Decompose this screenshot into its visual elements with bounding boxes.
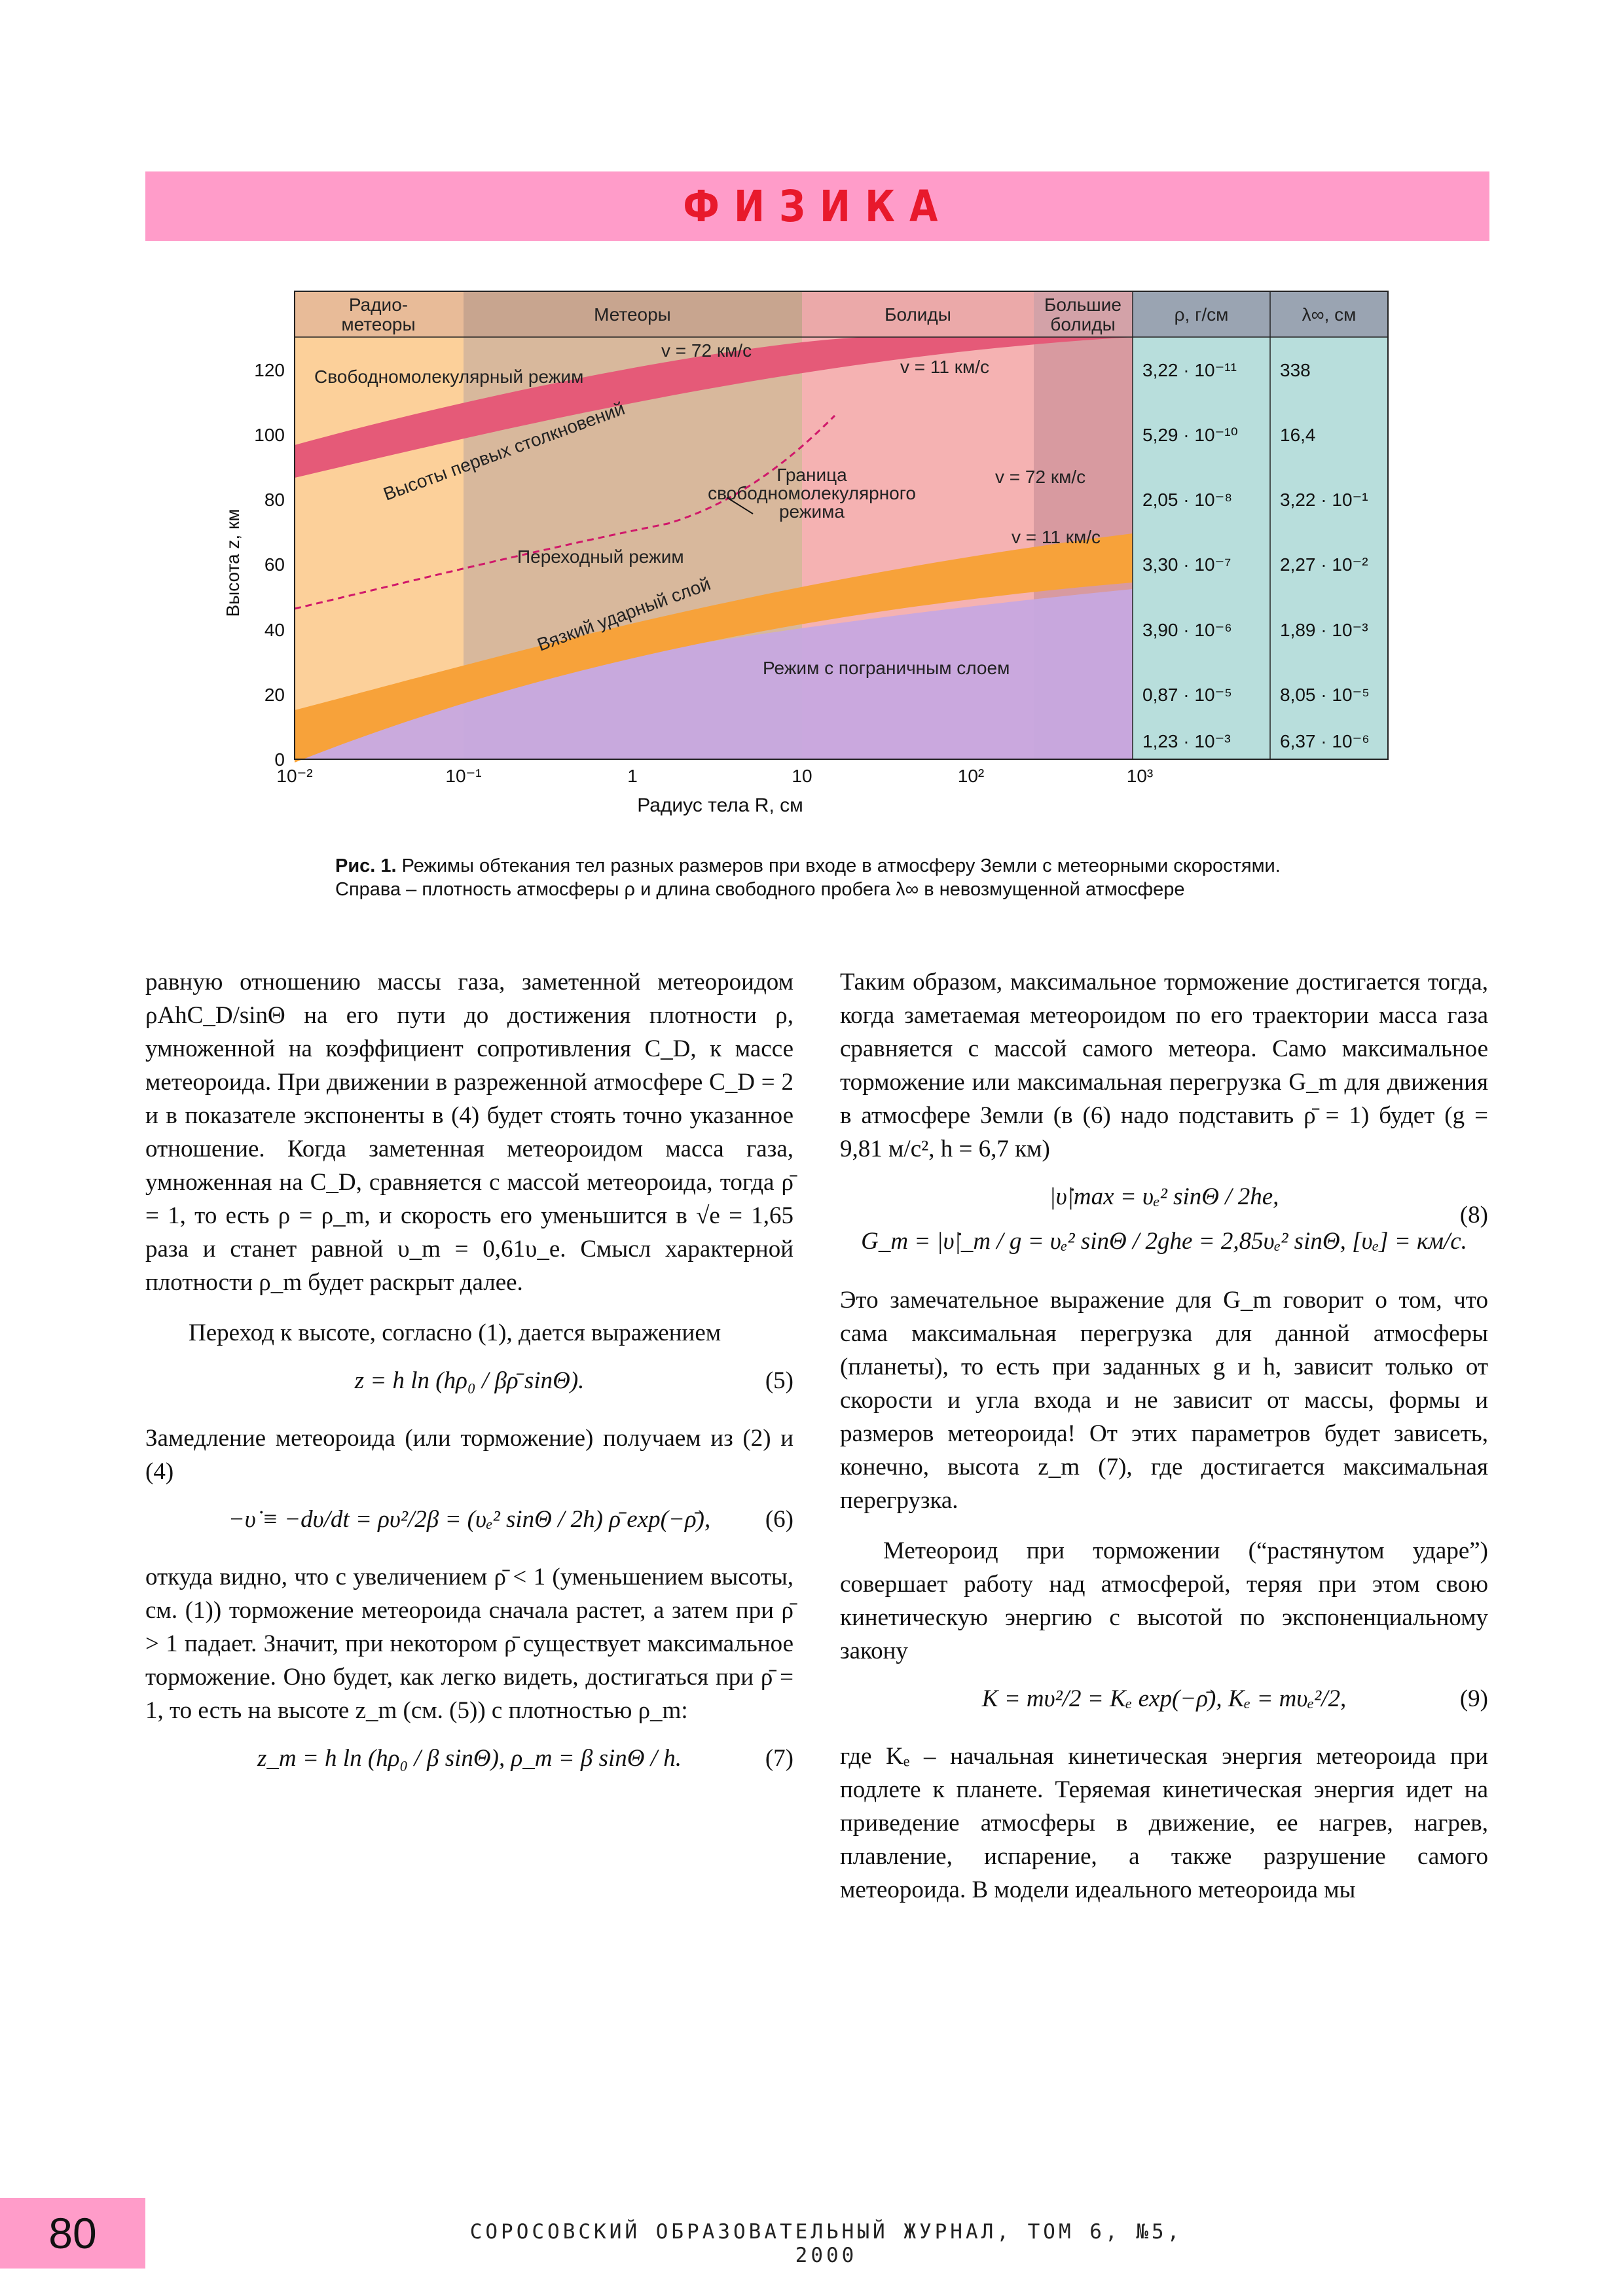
equation-8a: |υ̇|max = υₑ² sinΘ / 2he,	[840, 1166, 1488, 1225]
header-density: ρ, г/см	[1175, 304, 1229, 325]
header-radio-2: метеоры	[341, 314, 415, 334]
paragraph: Переход к высоте, согласно (1), дается в…	[189, 1319, 721, 1346]
free-path-value: 8,05 · 10⁻⁵	[1280, 685, 1370, 705]
y-tick-20: 20	[264, 685, 285, 705]
regime-diagram: 0 20 40 60 80 100 120 Высота z, км 10⁻² …	[223, 291, 1389, 816]
equation: −υ̇ ≡ −dυ/dt = ρυ²/2β = (υₑ² sinΘ / 2h) …	[228, 1506, 711, 1533]
free-path-value: 2,27 · 10⁻²	[1280, 554, 1368, 575]
y-tick-120: 120	[254, 360, 285, 380]
x-tick-1e-2: 10⁻²	[276, 766, 312, 786]
free-path-table	[1270, 337, 1388, 759]
free-path-value: 1,89 · 10⁻³	[1280, 620, 1368, 640]
equation-number: (7)	[765, 1745, 793, 1772]
paragraph: где Kₑ – начальная кинетическая энергия …	[840, 1743, 1488, 1903]
y-tick-80: 80	[264, 490, 285, 510]
section-title: ФИЗИКА	[682, 181, 953, 232]
equation: K = mυ²/2 = Kₑ exp(−ρ̄), Kₑ = mυₑ²/2,	[981, 1685, 1347, 1712]
label-v11-top: v = 11 км/с	[900, 357, 989, 377]
density-value: 3,30 · 10⁻⁷	[1142, 554, 1231, 575]
label-v72-right: v = 72 км/с	[995, 467, 1085, 487]
density-value: 3,90 · 10⁻⁶	[1142, 620, 1232, 640]
x-tick-1e2: 10²	[958, 766, 984, 786]
free-path-value: 338	[1280, 360, 1311, 380]
y-tick-0: 0	[274, 749, 285, 770]
free-path-value: 3,22 · 10⁻¹	[1280, 490, 1368, 510]
header-radio-1: Радио-	[349, 295, 408, 315]
x-tick-10: 10	[792, 766, 812, 786]
y-tick-60: 60	[264, 554, 285, 575]
header-large-bolides-1: Большие	[1044, 295, 1122, 315]
label-boundary-3: режима	[779, 501, 845, 522]
header-large-bolides-2: болиды	[1050, 314, 1115, 334]
left-column: равную отношению массы газа, заметенной …	[145, 965, 793, 1799]
journal-footer: СОРОСОВСКИЙ ОБРАЗОВАТЕЛЬНЫЙ ЖУРНАЛ, ТОМ …	[469, 2220, 1183, 2267]
equation-number: (9)	[1459, 1685, 1488, 1712]
first-collision-band	[295, 337, 1133, 478]
label-boundary-2: свободномолекулярного	[708, 483, 916, 503]
equation-8b: G_m = |υ̇|_m / g = υₑ² sinΘ / 2ghe = 2,8…	[840, 1202, 1488, 1283]
free-path-value: 6,37 · 10⁻⁶	[1280, 731, 1370, 751]
label-v72-top: v = 72 км/с	[661, 340, 752, 361]
density-value: 0,87 · 10⁻⁵	[1142, 685, 1232, 705]
equation-5: z = h ln (hρ₀ / βρ̄ sinΘ). (5)	[145, 1350, 793, 1422]
label-transitional: Переходный режим	[517, 547, 684, 567]
density-value: 2,05 · 10⁻⁸	[1142, 490, 1232, 510]
equation-6: −υ̇ ≡ −dυ/dt = ρυ²/2β = (υₑ² sinΘ / 2h) …	[145, 1488, 793, 1560]
header-bolides: Болиды	[884, 304, 951, 325]
paragraph: Таким образом, максимальное торможение д…	[840, 969, 1488, 1162]
equation-9: K = mυ²/2 = Kₑ exp(−ρ̄), Kₑ = mυₑ²/2, (9…	[840, 1668, 1488, 1740]
header-meteors: Метеоры	[594, 304, 671, 325]
paragraph: Метеороид при торможении (“растянутом уд…	[840, 1537, 1488, 1664]
equation: z_m = h ln (hρ₀ / β sinΘ), ρ_m = β sinΘ …	[257, 1745, 682, 1772]
figure-caption: Рис. 1. Режимы обтекания тел разных разм…	[335, 854, 1304, 901]
label-v11-right: v = 11 км/с	[1012, 527, 1101, 547]
x-tick-1e3: 10³	[1127, 766, 1153, 786]
section-header-band: ФИЗИКА	[145, 171, 1489, 241]
page-number-box: 80	[0, 2198, 145, 2269]
density-value: 5,29 · 10⁻¹⁰	[1142, 425, 1238, 445]
label-boundary-1: Граница	[776, 465, 847, 485]
page-number: 80	[48, 2209, 97, 2257]
caption-text: Режимы обтекания тел разных размеров при…	[335, 855, 1281, 900]
paragraph: Замедление метеороида (или торможение) п…	[145, 1425, 793, 1485]
x-tick-1: 1	[627, 766, 638, 786]
label-boundary-layer: Режим с пограничным слоем	[763, 658, 1010, 678]
equation-number: (8)	[1459, 1202, 1488, 1229]
free-molecular-boundary	[294, 414, 836, 610]
header-free-path: λ∞, см	[1302, 304, 1357, 325]
density-table	[1133, 337, 1270, 759]
x-axis-label: Радиус тела R, см	[637, 795, 803, 816]
equation-7: z_m = h ln (hρ₀ / β sinΘ), ρ_m = β sinΘ …	[145, 1727, 793, 1799]
label-free-molecular: Свободномолекулярный режим	[314, 367, 583, 387]
free-path-value: 16,4	[1280, 425, 1316, 445]
y-tick-40: 40	[264, 620, 285, 640]
paragraph: откуда видно, что с увеличением ρ̄ < 1 (…	[145, 1564, 793, 1724]
paragraph: равную отношению массы газа, заметенной …	[145, 969, 793, 1296]
viscous-shock-band	[295, 533, 1133, 762]
boundary-layer-region	[295, 589, 1133, 759]
equation: G_m = |υ̇|_m / g = υₑ² sinΘ / 2ghe = 2,8…	[861, 1228, 1467, 1255]
density-value: 3,22 · 10⁻¹¹	[1142, 360, 1237, 380]
equation: z = h ln (hρ₀ / βρ̄ sinΘ).	[354, 1367, 585, 1394]
equation: |υ̇|max = υₑ² sinΘ / 2he,	[1049, 1183, 1279, 1210]
right-column: Таким образом, максимальное торможение д…	[840, 965, 1488, 1907]
density-value: 1,23 · 10⁻³	[1142, 731, 1231, 751]
y-axis-label: Высота z, км	[223, 509, 243, 617]
paragraph: Это замечательное выражение для G_m гово…	[840, 1287, 1488, 1514]
equation-number: (6)	[765, 1506, 793, 1533]
x-tick-1e-1: 10⁻¹	[445, 766, 481, 786]
caption-label: Рис. 1.	[335, 855, 397, 876]
equation-number: (5)	[765, 1367, 793, 1394]
y-tick-100: 100	[254, 425, 285, 445]
